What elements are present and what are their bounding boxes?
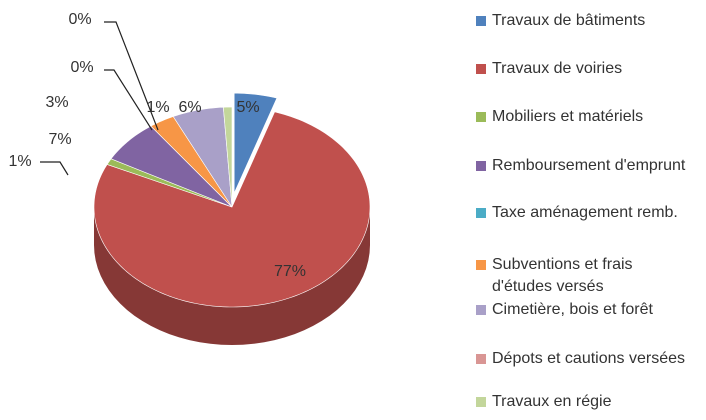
legend-item: Remboursement d'emprunt bbox=[476, 155, 704, 177]
data-label: 0% bbox=[70, 59, 93, 76]
legend-item: Travaux en régie bbox=[476, 391, 704, 413]
data-label: 6% bbox=[178, 99, 201, 116]
slice bbox=[233, 92, 278, 194]
data-label: 0% bbox=[68, 11, 91, 28]
legend-label: Mobiliers et matériels bbox=[492, 108, 644, 125]
legend-label: Travaux de voiries bbox=[492, 60, 623, 77]
legend-item: Taxe aménagement remb. bbox=[476, 202, 704, 224]
slice bbox=[172, 106, 233, 208]
legend-swatch bbox=[476, 64, 486, 74]
legend-label: Cimetière, bois et forêt bbox=[492, 301, 653, 318]
legend-item: Mobiliers et matériels bbox=[476, 106, 704, 128]
legend-item: Travaux de voiries bbox=[476, 58, 704, 80]
data-label: 77% bbox=[274, 263, 306, 280]
data-label: 5% bbox=[236, 99, 259, 116]
slice bbox=[93, 111, 371, 308]
legend-label: Remboursement d'emprunt bbox=[492, 157, 686, 174]
legend-swatch bbox=[476, 112, 486, 122]
legend-swatch bbox=[476, 354, 486, 364]
slice bbox=[110, 125, 233, 208]
leader-line bbox=[104, 69, 153, 131]
data-label: 1% bbox=[8, 153, 31, 170]
leader-line bbox=[40, 161, 69, 176]
legend-label: Subventions et frais d'études versés bbox=[492, 256, 633, 295]
legend-label: Taxe aménagement remb. bbox=[492, 204, 678, 221]
legend-swatch bbox=[476, 305, 486, 315]
legend-swatch bbox=[476, 397, 486, 407]
legend-swatch bbox=[476, 260, 486, 270]
legend-item: Travaux de bâtiments bbox=[476, 10, 704, 32]
legend-item: Subventions et frais d'études versés bbox=[476, 254, 704, 298]
legend-label: Travaux de bâtiments bbox=[492, 12, 646, 29]
legend-label: Dépots et cautions versées bbox=[492, 350, 685, 367]
slice bbox=[223, 106, 233, 208]
legend-swatch bbox=[476, 16, 486, 26]
pie-area: 5% 77% 1% 7% 0% 3% 6% 0% 1% bbox=[8, 11, 371, 345]
leader-line bbox=[104, 21, 159, 131]
slice bbox=[150, 116, 233, 208]
legend-label: Travaux en régie bbox=[492, 393, 612, 410]
legend-swatch bbox=[476, 161, 486, 171]
data-label: 1% bbox=[146, 99, 169, 116]
legend-item: Dépots et cautions versées bbox=[476, 348, 704, 370]
legend-swatch bbox=[476, 208, 486, 218]
slice-side bbox=[94, 207, 370, 345]
data-label: 3% bbox=[45, 94, 68, 111]
data-label: 7% bbox=[48, 131, 71, 148]
legend-item: Cimetière, bois et forêt bbox=[476, 299, 704, 321]
